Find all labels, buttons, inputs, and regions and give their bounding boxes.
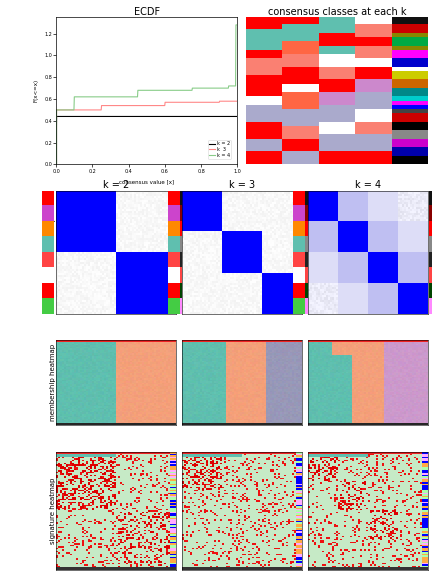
k  3	[202, 99, 207, 106]
k  3	[141, 102, 146, 109]
Y-axis label: membership heatmap: membership heatmap	[51, 344, 57, 421]
Legend: k = 2, k  3, k = 4: k = 2, k 3, k = 4	[208, 139, 231, 159]
Line: k = 4: k = 4	[56, 25, 238, 164]
k  3	[231, 98, 236, 105]
k = 2	[203, 113, 208, 120]
k  3	[54, 161, 59, 168]
k  3	[235, 98, 240, 105]
k = 2	[235, 113, 240, 120]
k = 2	[141, 113, 146, 120]
k = 4	[162, 87, 167, 94]
Title: ECDF: ECDF	[134, 6, 160, 17]
k  3	[162, 102, 167, 109]
k = 4	[152, 87, 157, 94]
k = 2	[152, 113, 157, 120]
Title: k = 3: k = 3	[229, 180, 255, 190]
k  3	[140, 102, 145, 109]
k = 2	[162, 113, 167, 120]
k = 4	[233, 21, 238, 28]
k  3	[217, 98, 222, 105]
Title: k = 2: k = 2	[103, 180, 129, 190]
Title: k = 4: k = 4	[355, 180, 381, 190]
k = 2	[54, 113, 59, 120]
Y-axis label: signature heatmap: signature heatmap	[51, 478, 57, 544]
Line: k  3: k 3	[56, 101, 238, 164]
k = 2	[140, 113, 145, 120]
Y-axis label: consensus heatmap: consensus heatmap	[51, 217, 57, 287]
k = 4	[202, 85, 207, 92]
Title: consensus classes at each k: consensus classes at each k	[268, 6, 407, 17]
k = 4	[141, 87, 146, 94]
k = 4	[230, 82, 235, 89]
k  3	[152, 102, 157, 109]
k = 4	[235, 21, 240, 28]
k = 2	[231, 113, 236, 120]
k = 4	[54, 161, 59, 168]
Line: k = 2: k = 2	[56, 116, 238, 164]
X-axis label: consensus value [x]: consensus value [x]	[119, 179, 175, 184]
k = 2	[54, 161, 59, 168]
Y-axis label: F(x<=x): F(x<=x)	[34, 79, 39, 103]
k = 4	[140, 87, 145, 94]
